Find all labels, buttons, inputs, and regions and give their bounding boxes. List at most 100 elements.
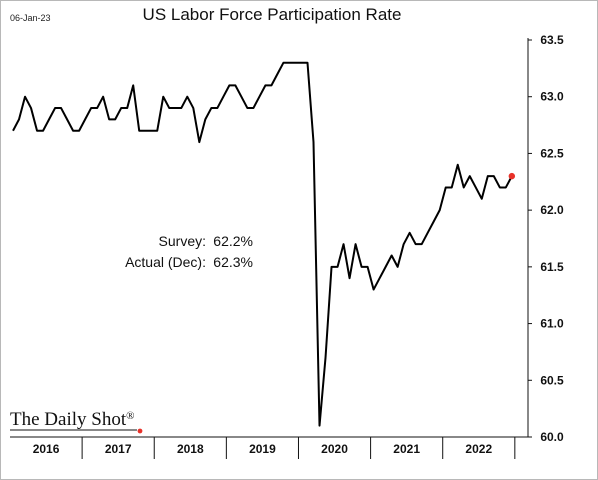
annotation-survey-value: 62.2% xyxy=(213,233,253,249)
data-point xyxy=(475,186,477,188)
data-point xyxy=(421,243,423,245)
data-point xyxy=(319,425,321,427)
data-point xyxy=(120,107,122,109)
data-point xyxy=(439,209,441,211)
data-point xyxy=(66,118,68,120)
data-point xyxy=(294,62,296,64)
data-point xyxy=(162,96,164,98)
data-point xyxy=(391,255,393,257)
y-tick-label: 60.5 xyxy=(540,373,564,387)
y-tick-label: 63.5 xyxy=(540,33,564,47)
data-point xyxy=(276,73,278,75)
data-point xyxy=(30,107,32,109)
data-point xyxy=(216,107,218,109)
data-point xyxy=(343,243,345,245)
data-point xyxy=(445,186,447,188)
data-point xyxy=(252,107,254,109)
data-point xyxy=(246,107,248,109)
data-point xyxy=(481,198,483,200)
x-tick-label: 2021 xyxy=(393,442,420,456)
data-point xyxy=(325,357,327,359)
data-point xyxy=(337,266,339,268)
data-point xyxy=(48,118,50,120)
data-point xyxy=(90,107,92,109)
data-point xyxy=(451,186,453,188)
data-point xyxy=(457,164,459,166)
data-point xyxy=(36,130,38,132)
data-point xyxy=(463,186,465,188)
data-point xyxy=(156,130,158,132)
data-point xyxy=(300,62,302,64)
data-point xyxy=(415,243,417,245)
data-point xyxy=(433,220,435,222)
data-point xyxy=(313,141,315,143)
data-point xyxy=(126,107,128,109)
data-point xyxy=(234,84,236,86)
series-line xyxy=(12,61,513,427)
data-point xyxy=(493,175,495,177)
series-layer xyxy=(12,61,516,427)
brand-logo: The Daily Shot® xyxy=(10,409,143,434)
data-point xyxy=(168,107,170,109)
data-point xyxy=(210,107,212,109)
data-point xyxy=(72,130,74,132)
data-point xyxy=(487,175,489,177)
data-point xyxy=(367,266,369,268)
data-point xyxy=(505,186,507,188)
data-point xyxy=(198,141,200,143)
data-point xyxy=(144,130,146,132)
data-point xyxy=(108,118,110,120)
data-point xyxy=(174,107,176,109)
data-point xyxy=(54,107,56,109)
x-tick-label: 2020 xyxy=(321,442,348,456)
data-point xyxy=(222,96,224,98)
y-tick-label: 62.5 xyxy=(540,146,564,160)
data-point xyxy=(355,243,357,245)
data-point xyxy=(264,84,266,86)
annotation-survey-label: Survey: xyxy=(159,233,206,249)
y-tick-label: 61.0 xyxy=(540,317,564,331)
data-point xyxy=(114,118,116,120)
data-point xyxy=(409,232,411,234)
data-point xyxy=(96,107,98,109)
data-point xyxy=(403,243,405,245)
x-tick-label: 2017 xyxy=(105,442,132,456)
highlight-point xyxy=(508,172,516,180)
annotation-block: Survey: 62.2% Actual (Dec): 62.3% xyxy=(125,233,253,270)
data-point xyxy=(427,232,429,234)
x-axis: 2016 2017 2018 2019 2020 2021 2022 xyxy=(10,436,528,459)
y-tick-label: 60.0 xyxy=(540,430,564,444)
data-point xyxy=(192,107,194,109)
annotation-actual-value: 62.3% xyxy=(213,254,253,270)
data-point xyxy=(385,266,387,268)
x-tick-label: 2018 xyxy=(177,442,204,456)
data-point xyxy=(397,266,399,268)
y-axis: 63.5 63.0 62.5 62.0 61.5 61.0 60.5 60.0 xyxy=(527,33,564,444)
data-point xyxy=(138,130,140,132)
data-point xyxy=(469,175,471,177)
data-point xyxy=(361,266,363,268)
data-point xyxy=(60,107,62,109)
data-point xyxy=(349,277,351,279)
data-point xyxy=(180,107,182,109)
data-point xyxy=(78,130,80,132)
data-point xyxy=(288,62,290,64)
x-tick-label: 2019 xyxy=(249,442,276,456)
data-point xyxy=(240,96,242,98)
x-tick-label: 2016 xyxy=(33,442,60,456)
data-point xyxy=(270,84,272,86)
data-point xyxy=(228,84,230,86)
data-point xyxy=(306,62,308,64)
data-point xyxy=(42,130,44,132)
data-point xyxy=(186,96,188,98)
data-point xyxy=(258,96,260,98)
y-tick-label: 62.0 xyxy=(540,203,564,217)
chart-title: US Labor Force Participation Rate xyxy=(143,5,402,24)
data-point xyxy=(150,130,152,132)
data-point xyxy=(132,84,134,86)
data-point xyxy=(379,277,381,279)
data-point xyxy=(499,186,501,188)
x-tick-label: 2022 xyxy=(465,442,492,456)
